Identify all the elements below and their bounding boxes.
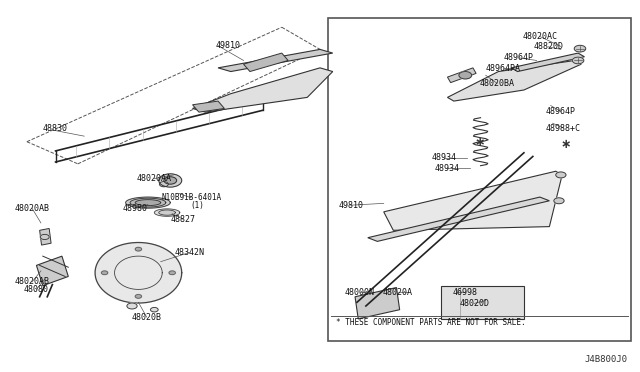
- Text: 48820D: 48820D: [533, 42, 563, 51]
- Circle shape: [135, 295, 141, 298]
- Polygon shape: [511, 53, 584, 71]
- Text: 49810: 49810: [215, 41, 240, 50]
- Text: 48020D: 48020D: [460, 299, 489, 308]
- Circle shape: [40, 234, 49, 240]
- Circle shape: [554, 198, 564, 204]
- Circle shape: [159, 182, 168, 187]
- Circle shape: [127, 303, 137, 309]
- Polygon shape: [40, 228, 51, 245]
- Text: 48964PA: 48964PA: [486, 64, 521, 73]
- Polygon shape: [244, 53, 288, 71]
- Polygon shape: [135, 200, 161, 206]
- Text: 48934: 48934: [431, 153, 456, 162]
- Circle shape: [169, 271, 175, 275]
- Polygon shape: [218, 49, 333, 71]
- Text: (1): (1): [191, 201, 205, 210]
- Text: 48988+C: 48988+C: [546, 124, 581, 132]
- Bar: [328, 18, 631, 341]
- Polygon shape: [159, 210, 175, 215]
- Circle shape: [556, 172, 566, 178]
- Polygon shape: [441, 286, 524, 319]
- Text: 48830: 48830: [43, 124, 68, 133]
- Circle shape: [101, 271, 108, 275]
- Text: 48934: 48934: [435, 164, 460, 173]
- Text: 48020AA: 48020AA: [137, 174, 172, 183]
- Text: J4B800J0: J4B800J0: [584, 355, 627, 364]
- Text: 48342N: 48342N: [174, 248, 204, 257]
- Circle shape: [459, 71, 472, 79]
- Polygon shape: [193, 101, 225, 112]
- Text: 48000N: 48000N: [344, 288, 374, 297]
- Polygon shape: [154, 209, 180, 216]
- Circle shape: [135, 247, 141, 251]
- Text: 48020AB: 48020AB: [15, 278, 49, 286]
- Polygon shape: [36, 256, 68, 286]
- Polygon shape: [368, 197, 549, 241]
- Text: 48964P: 48964P: [504, 53, 534, 62]
- Text: 48980: 48980: [123, 203, 148, 213]
- Text: 48020B: 48020B: [132, 312, 162, 321]
- Polygon shape: [447, 68, 476, 83]
- Circle shape: [164, 177, 177, 184]
- Circle shape: [574, 45, 586, 52]
- Polygon shape: [384, 171, 562, 230]
- Text: 48020AC: 48020AC: [522, 32, 557, 41]
- Circle shape: [572, 57, 584, 64]
- Text: 46998: 46998: [452, 288, 478, 297]
- Text: 48020A: 48020A: [383, 288, 413, 297]
- Circle shape: [150, 308, 158, 312]
- Polygon shape: [355, 288, 399, 319]
- Text: * THESE COMPONENT PARTS ARE NOT FOR SALE.: * THESE COMPONENT PARTS ARE NOT FOR SALE…: [336, 318, 525, 327]
- Text: 48827: 48827: [170, 215, 195, 224]
- Text: 48020BA: 48020BA: [479, 79, 515, 88]
- Text: 48020AB: 48020AB: [15, 203, 49, 213]
- Polygon shape: [447, 61, 581, 101]
- Text: 49810: 49810: [338, 201, 363, 210]
- Text: ∗: ∗: [474, 136, 484, 149]
- Text: N10B91B-6401A: N10B91B-6401A: [161, 193, 221, 202]
- Circle shape: [159, 174, 182, 187]
- Polygon shape: [125, 197, 170, 208]
- Polygon shape: [193, 68, 333, 112]
- Text: 48964P: 48964P: [546, 107, 576, 116]
- Polygon shape: [130, 198, 166, 207]
- Text: 48080: 48080: [24, 285, 49, 294]
- Text: ∗: ∗: [560, 138, 571, 151]
- Polygon shape: [95, 243, 182, 303]
